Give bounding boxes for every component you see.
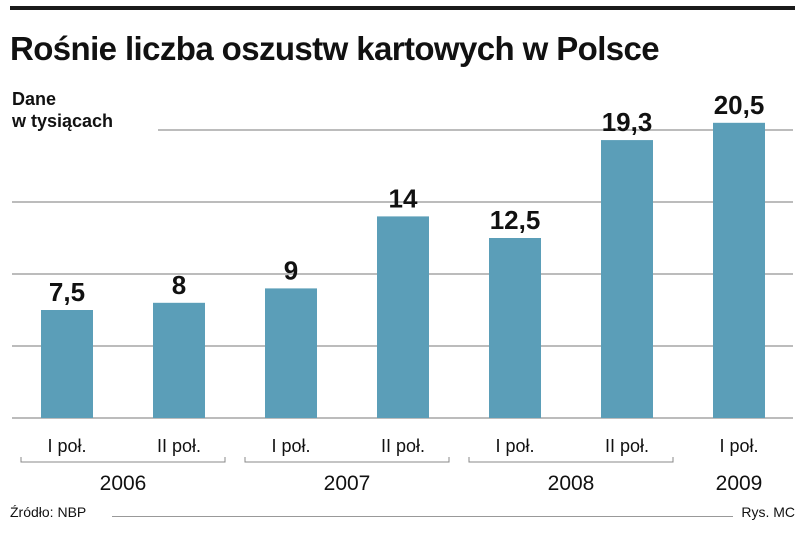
value-label-1: 8 bbox=[172, 270, 186, 300]
year-label-2007: 2007 bbox=[324, 472, 371, 495]
value-label-4: 12,5 bbox=[490, 205, 541, 235]
category-label-1: II poł. bbox=[157, 436, 201, 456]
year-label-2006: 2006 bbox=[100, 472, 147, 495]
category-label-6: I poł. bbox=[719, 436, 758, 456]
value-label-2: 9 bbox=[284, 255, 298, 285]
value-label-6: 20,5 bbox=[714, 90, 765, 120]
bar-5 bbox=[601, 140, 653, 418]
x-axis: I poł. II poł. I poł. II poł. I poł. II poł. I… bbox=[20, 436, 763, 495]
bar-0 bbox=[41, 310, 93, 418]
category-label-0: I poł. bbox=[47, 436, 86, 456]
category-label-5: II poł. bbox=[605, 436, 649, 456]
year-bracket-2006 bbox=[20, 457, 226, 463]
value-labels: 7,5 8 9 14 12,5 19,3 20,5 bbox=[49, 90, 764, 307]
year-bracket-2007 bbox=[244, 457, 450, 463]
category-label-3: II poł. bbox=[381, 436, 425, 456]
bar-4 bbox=[489, 238, 541, 418]
unit-label-line1: Dane bbox=[12, 89, 57, 109]
value-label-3: 14 bbox=[389, 183, 418, 213]
category-label-4: I poł. bbox=[495, 436, 534, 456]
top-rule bbox=[10, 6, 795, 10]
value-label-5: 19,3 bbox=[602, 107, 653, 137]
year-bracket-2008 bbox=[468, 457, 674, 463]
value-label-0: 7,5 bbox=[49, 277, 85, 307]
bars bbox=[41, 122, 765, 419]
bar-1 bbox=[153, 302, 205, 418]
year-label-2009: 2009 bbox=[716, 472, 763, 495]
category-label-2: I poł. bbox=[271, 436, 310, 456]
credit-note: Rys. MC bbox=[741, 504, 795, 520]
bar-3 bbox=[377, 216, 429, 418]
bar-2 bbox=[265, 288, 317, 418]
source-note: Źródło: NBP bbox=[10, 504, 87, 520]
bar-6 bbox=[713, 122, 765, 419]
year-label-2008: 2008 bbox=[548, 472, 595, 495]
chart-title: Rośnie liczba oszustw kartowych w Polsce bbox=[10, 30, 660, 67]
unit-label: Dane w tysiącach bbox=[12, 88, 113, 132]
unit-label-line2: w tysiącach bbox=[12, 111, 114, 131]
footer-rule bbox=[112, 516, 733, 517]
